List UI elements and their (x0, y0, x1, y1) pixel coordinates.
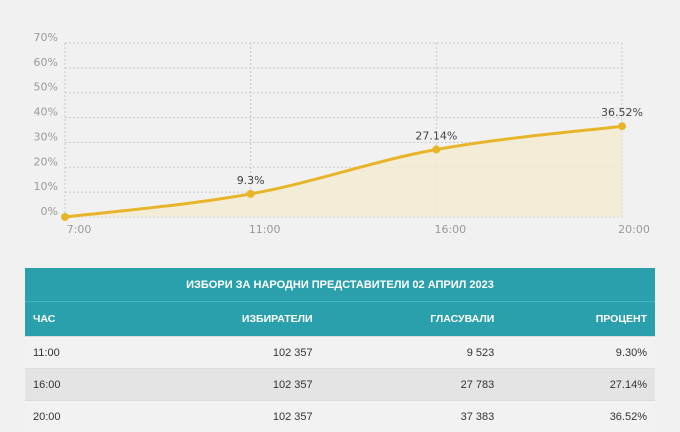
x-tick-label: 16:00 (434, 223, 466, 236)
cell-percent: 9.30% (502, 337, 655, 369)
header-voted: ГЛАСУВАЛИ (321, 302, 503, 337)
header-percent: ПРОЦЕНТ (502, 302, 655, 337)
data-point (61, 213, 69, 221)
cell-percent: 36.52% (502, 401, 655, 432)
x-tick-label: 11:00 (249, 223, 281, 236)
turnout-table: ИЗБОРИ ЗА НАРОДНИ ПРЕДСТАВИТЕЛИ 02 АПРИЛ… (25, 268, 655, 432)
y-tick-label: 50% (34, 81, 58, 94)
data-point (618, 122, 626, 130)
y-tick-label: 40% (34, 106, 58, 119)
table-header-row: ЧАС ИЗБИРАТЕЛИ ГЛАСУВАЛИ ПРОЦЕНТ (25, 302, 655, 337)
cell-time: 16:00 (25, 369, 124, 401)
y-tick-label: 0% (41, 205, 58, 218)
y-axis: 0% 10% 20% 30% 40% 50% 60% 70% (34, 31, 58, 218)
table-row: 11:00 102 357 9 523 9.30% (25, 337, 655, 369)
y-tick-label: 70% (34, 31, 58, 44)
y-tick-label: 10% (34, 180, 58, 193)
y-tick-label: 20% (34, 155, 58, 168)
cell-voted: 9 523 (321, 337, 503, 369)
x-tick-label: 7:00 (67, 223, 92, 236)
cell-voted: 37 383 (321, 401, 503, 432)
cell-time: 11:00 (25, 337, 124, 369)
y-tick-label: 60% (34, 56, 58, 69)
turnout-chart: 0% 10% 20% 30% 40% 50% 60% 70% 7:00 11:00 16:00 20… (0, 0, 680, 250)
x-axis: 7:00 11:00 16:00 20:00 (67, 223, 650, 236)
data-label: 36.52% (601, 106, 643, 119)
table-title-row: ИЗБОРИ ЗА НАРОДНИ ПРЕДСТАВИТЕЛИ 02 АПРИЛ… (25, 268, 655, 302)
cell-time: 20:00 (25, 401, 124, 432)
data-label: 27.14% (415, 130, 457, 143)
turnout-table-container: ИЗБОРИ ЗА НАРОДНИ ПРЕДСТАВИТЕЛИ 02 АПРИЛ… (25, 268, 655, 432)
cell-voters: 102 357 (124, 369, 321, 401)
data-point (432, 146, 440, 154)
cell-voted: 27 783 (321, 369, 503, 401)
x-tick-label: 20:00 (618, 223, 650, 236)
data-label: 9.3% (237, 174, 265, 187)
table-title: ИЗБОРИ ЗА НАРОДНИ ПРЕДСТАВИТЕЛИ 02 АПРИЛ… (25, 268, 655, 302)
header-voters: ИЗБИРАТЕЛИ (124, 302, 321, 337)
table-row: 16:00 102 357 27 783 27.14% (25, 369, 655, 401)
table-row: 20:00 102 357 37 383 36.52% (25, 401, 655, 432)
data-point (247, 190, 255, 198)
y-tick-label: 30% (34, 130, 58, 143)
cell-voters: 102 357 (124, 337, 321, 369)
cell-percent: 27.14% (502, 369, 655, 401)
cell-voters: 102 357 (124, 401, 321, 432)
header-time: ЧАС (25, 302, 124, 337)
